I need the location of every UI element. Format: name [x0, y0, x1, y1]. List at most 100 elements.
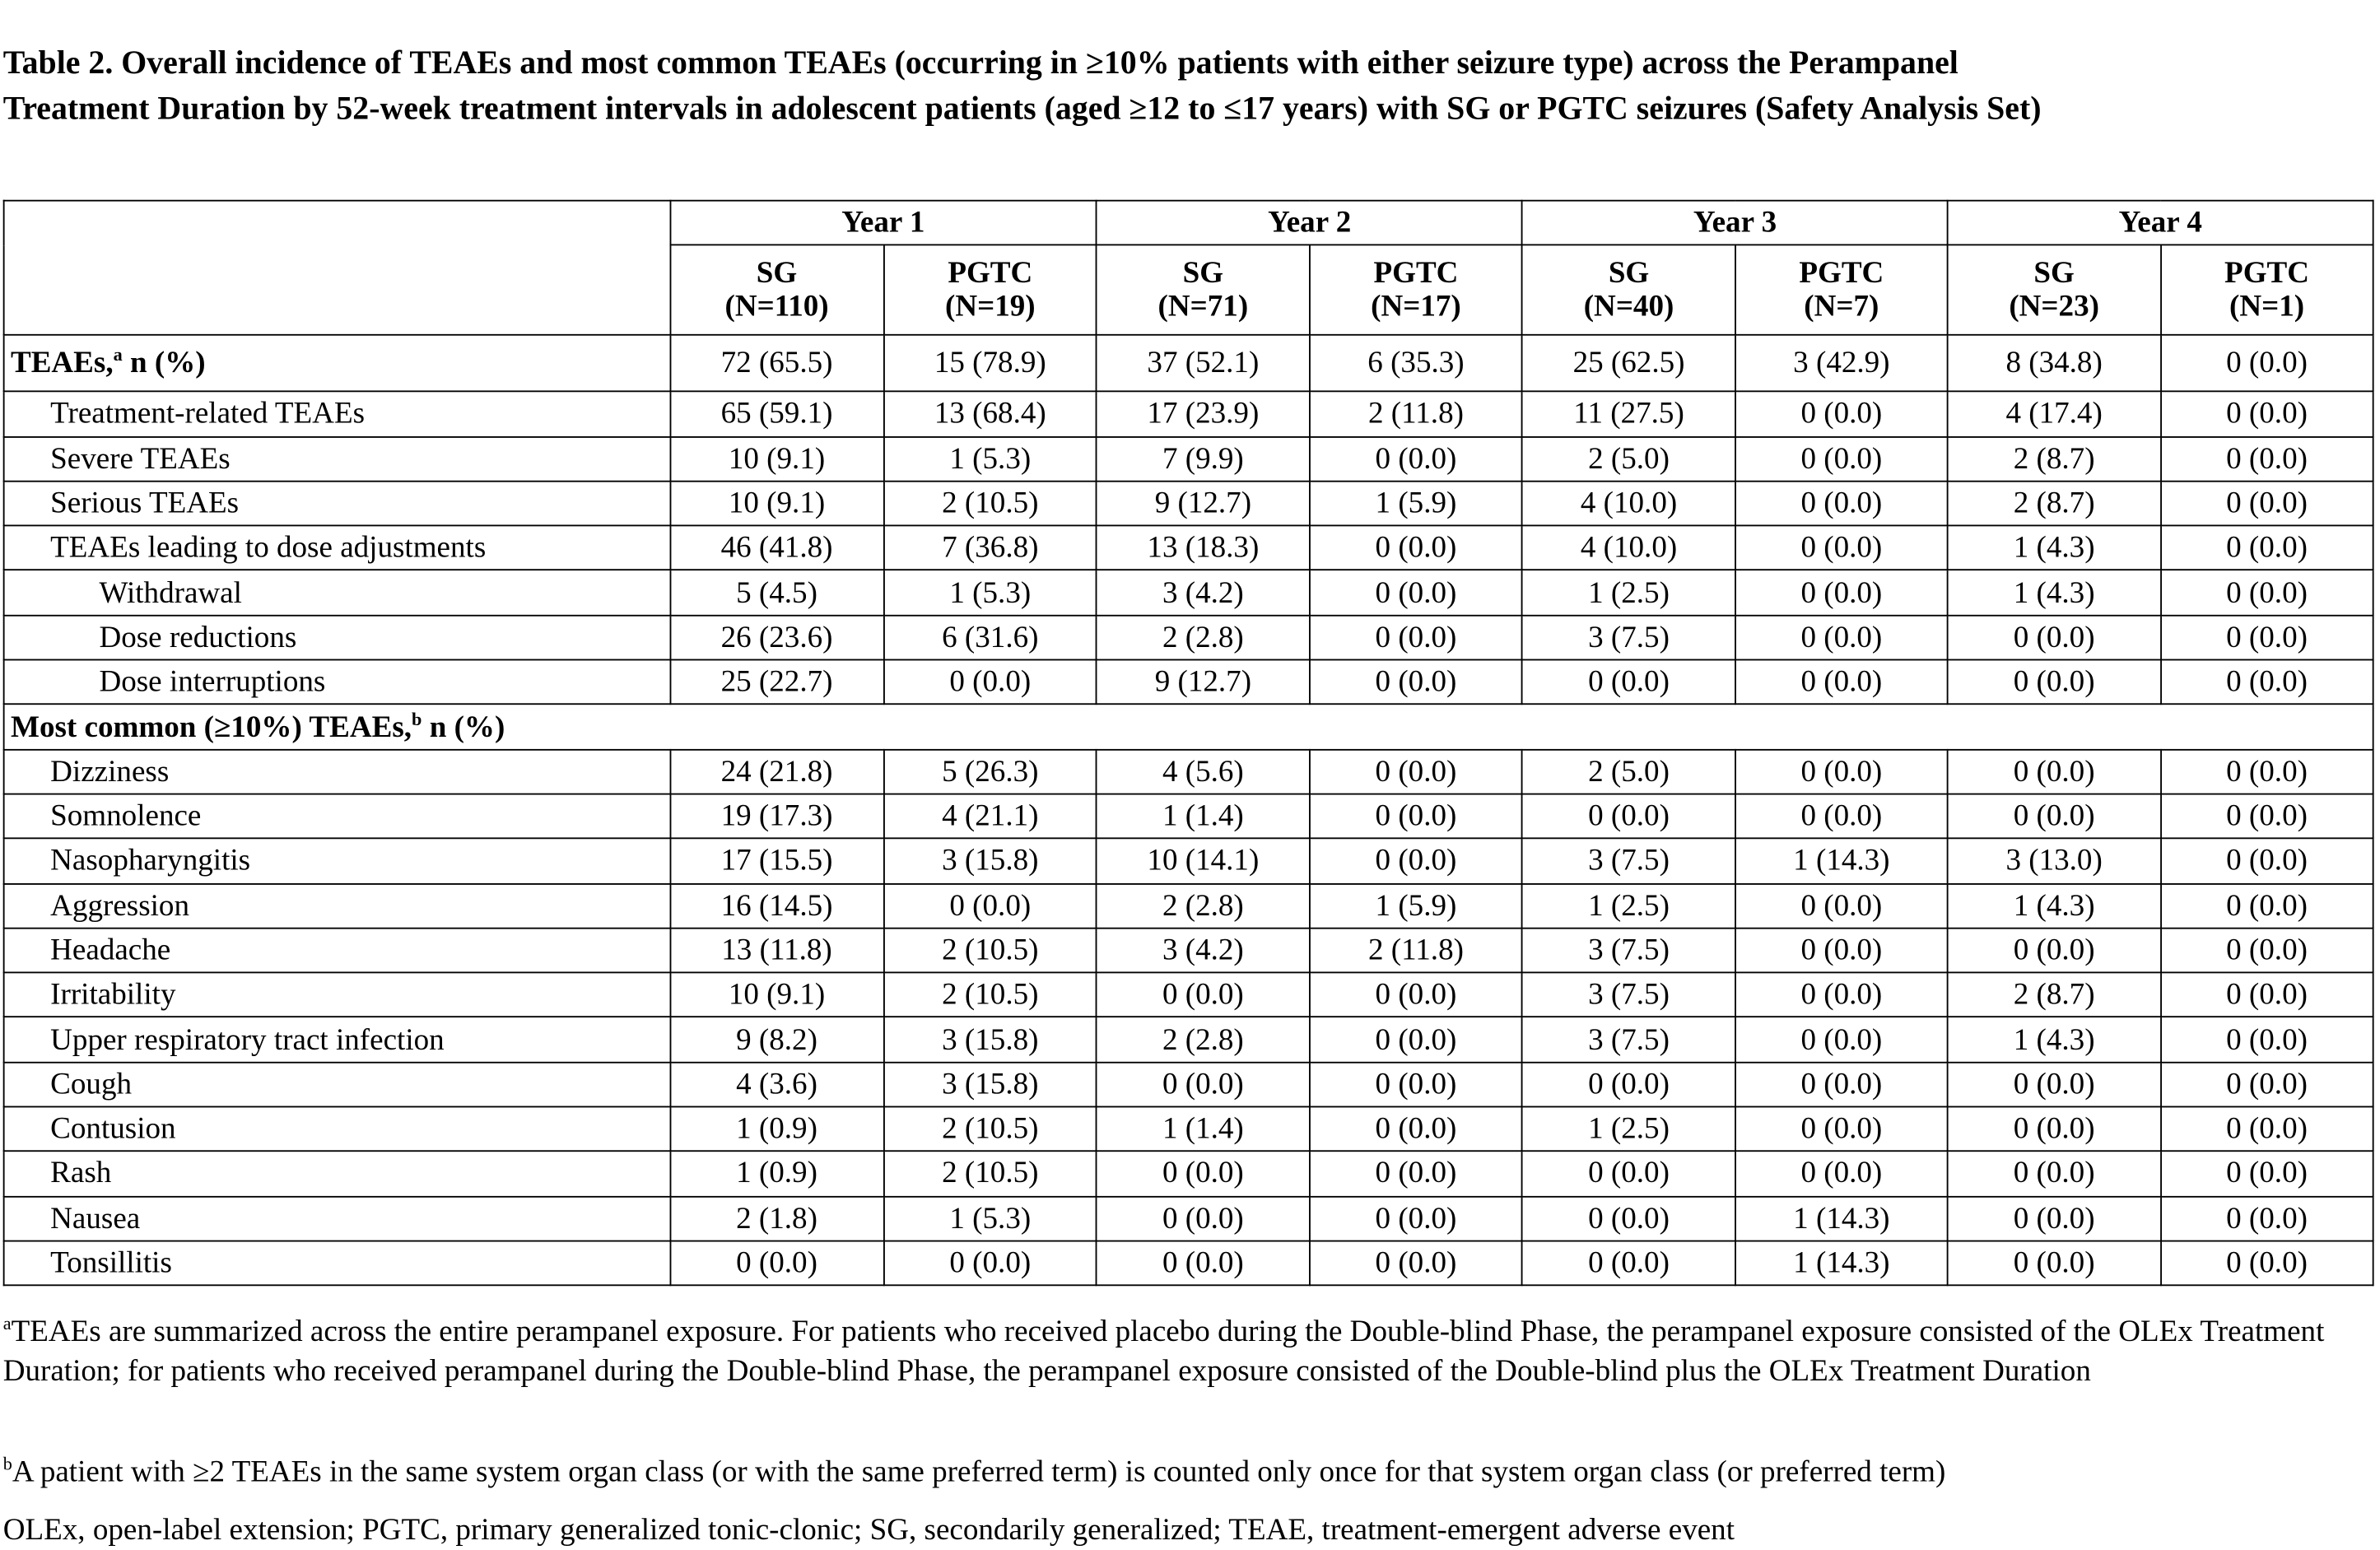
value-cell: 1 (2.5)	[1521, 570, 1736, 617]
value-cell: 4 (5.6)	[1096, 748, 1311, 795]
value-cell: 26 (23.6)	[668, 614, 885, 661]
footnote: bA patient with ≥2 TEAEs in the same sys…	[3, 1452, 2378, 1492]
value-cell: 1 (5.9)	[1308, 480, 1524, 527]
value-cell: 24 (21.8)	[668, 748, 885, 795]
group-name: SG	[756, 256, 798, 291]
group-name: PGTC	[2224, 256, 2310, 291]
value-cell: 0 (0.0)	[1734, 524, 1949, 572]
value-cell: 4 (10.0)	[1521, 480, 1736, 527]
value-cell: 0 (0.0)	[1734, 971, 1949, 1018]
table-row: Dizziness 24 (21.8) 5 (26.3) 4 (5.6) 0 (0.0)…	[2, 748, 2374, 795]
value-cell: 0 (0.0)	[1734, 748, 1949, 795]
value-cell: 11 (27.5)	[1521, 390, 1736, 438]
value-cell: 4 (17.4)	[1946, 390, 2162, 438]
value-cell: 3 (7.5)	[1521, 1017, 1736, 1064]
footnote-marker: a	[113, 344, 123, 366]
value-cell: 0 (0.0)	[1734, 1150, 1949, 1198]
row-label-text: Cough	[50, 1068, 133, 1101]
row-label: Treatment-related TEAEs	[2, 390, 671, 438]
value-cell: 1 (4.3)	[1946, 570, 2162, 617]
value-cell: 0 (0.0)	[1308, 614, 1524, 661]
value-cell: 0 (0.0)	[1521, 1195, 1736, 1242]
value-cell: 0 (0.0)	[883, 1240, 1098, 1287]
value-cell: 0 (0.0)	[1734, 927, 1949, 974]
value-cell: 0 (0.0)	[1734, 659, 1949, 705]
row-label: Irritability	[2, 971, 671, 1018]
row-label-text: Dose interruptions	[99, 665, 326, 700]
value-cell: 1 (2.5)	[1521, 1105, 1736, 1152]
value-cell: 2 (8.7)	[1946, 435, 2162, 482]
value-cell: 0 (0.0)	[2159, 570, 2374, 617]
group-header: PGTC (N=1)	[2159, 244, 2374, 337]
value-cell: 1 (4.3)	[1946, 524, 2162, 572]
value-cell: 0 (0.0)	[1946, 1061, 2162, 1108]
row-label: Tonsillitis	[2, 1240, 671, 1287]
table-row: Upper respiratory tract infection 9 (8.2)…	[2, 1017, 2374, 1064]
value-cell: 0 (0.0)	[2159, 1150, 2374, 1198]
footnote-marker: b	[412, 707, 422, 729]
value-cell: 7 (36.8)	[883, 524, 1098, 572]
value-cell: 2 (2.8)	[1096, 882, 1311, 929]
value-cell: 3 (7.5)	[1521, 927, 1736, 974]
row-label: Severe TEAEs	[2, 435, 671, 482]
table-row: Aggression 16 (14.5) 0 (0.0) 2 (2.8) 1 (5.9)…	[2, 882, 2374, 929]
value-cell: 9 (12.7)	[1096, 659, 1311, 705]
value-cell: 2 (5.0)	[1521, 748, 1736, 795]
row-label-text: Tonsillitis	[50, 1246, 172, 1280]
value-cell: 0 (0.0)	[2159, 614, 2374, 661]
value-cell: 0 (0.0)	[2159, 793, 2374, 840]
value-cell: 0 (0.0)	[1096, 1150, 1311, 1198]
value-cell: 0 (0.0)	[2159, 390, 2374, 438]
row-label: Withdrawal	[2, 570, 671, 617]
value-cell: 0 (0.0)	[1308, 1017, 1524, 1064]
value-cell: 0 (0.0)	[1308, 1240, 1524, 1287]
value-cell: 0 (0.0)	[1521, 1150, 1736, 1198]
group-n: (N=7)	[1804, 290, 1879, 324]
row-label-suffix: n (%)	[122, 347, 206, 380]
value-cell: 1 (1.4)	[1096, 1105, 1311, 1152]
value-cell: 0 (0.0)	[1946, 748, 2162, 795]
value-cell: 4 (3.6)	[668, 1061, 885, 1108]
value-cell: 2 (8.7)	[1946, 971, 2162, 1018]
group-name: PGTC	[1799, 256, 1884, 291]
value-cell: 6 (31.6)	[883, 614, 1098, 661]
row-label-text: Upper respiratory tract infection	[50, 1022, 445, 1057]
value-cell: 0 (0.0)	[1946, 793, 2162, 840]
row-label-text: TEAEs,	[10, 347, 114, 380]
value-cell: 0 (0.0)	[1308, 971, 1524, 1018]
row-label: Rash	[2, 1150, 671, 1198]
group-header: PGTC (N=17)	[1308, 244, 1524, 337]
value-cell: 0 (0.0)	[1734, 793, 1949, 840]
row-label-text: Treatment-related TEAEs	[50, 397, 366, 431]
footnote-text: TEAEs are summarized across the entire p…	[2, 1315, 2325, 1389]
year-header: Year 1	[668, 199, 1098, 246]
value-cell: 0 (0.0)	[1521, 659, 1736, 705]
table-row: Cough 4 (3.6) 3 (15.8) 0 (0.0) 0 (0.0) 0 (0.0…	[2, 1061, 2374, 1108]
row-label-suffix: n (%)	[422, 710, 505, 744]
row-label-text: Most common (≥10%) TEAEs,	[10, 710, 412, 744]
value-cell: 1 (0.9)	[668, 1105, 885, 1152]
year-header: Year 4	[1946, 199, 2374, 246]
value-cell: 0 (0.0)	[2159, 435, 2374, 482]
value-cell: 0 (0.0)	[2159, 1195, 2374, 1242]
value-cell: 25 (62.5)	[1521, 334, 1736, 393]
value-cell: 3 (15.8)	[883, 1017, 1098, 1064]
group-header: SG (N=23)	[1946, 244, 2162, 337]
group-header: SG (N=40)	[1521, 244, 1736, 337]
group-name: SG	[2033, 256, 2075, 291]
table-row: Contusion 1 (0.9) 2 (10.5) 1 (1.4) 0 (0.0) 1 …	[2, 1105, 2374, 1152]
value-cell: 0 (0.0)	[2159, 748, 2374, 795]
value-cell: 3 (15.8)	[883, 837, 1098, 885]
value-cell: 0 (0.0)	[1308, 1195, 1524, 1242]
value-cell: 1 (5.9)	[1308, 882, 1524, 929]
value-cell: 0 (0.0)	[1096, 1061, 1311, 1108]
value-cell: 0 (0.0)	[1946, 614, 2162, 661]
row-label: Headache	[2, 927, 671, 974]
table-row: Somnolence 19 (17.3) 4 (21.1) 1 (1.4) 0 (0.0…	[2, 793, 2374, 840]
value-cell: 3 (7.5)	[1521, 614, 1736, 661]
value-cell: 2 (5.0)	[1521, 435, 1736, 482]
value-cell: 0 (0.0)	[1308, 1150, 1524, 1198]
value-cell: 2 (10.5)	[883, 480, 1098, 527]
value-cell: 0 (0.0)	[2159, 334, 2374, 393]
value-cell: 0 (0.0)	[1734, 1105, 1949, 1152]
